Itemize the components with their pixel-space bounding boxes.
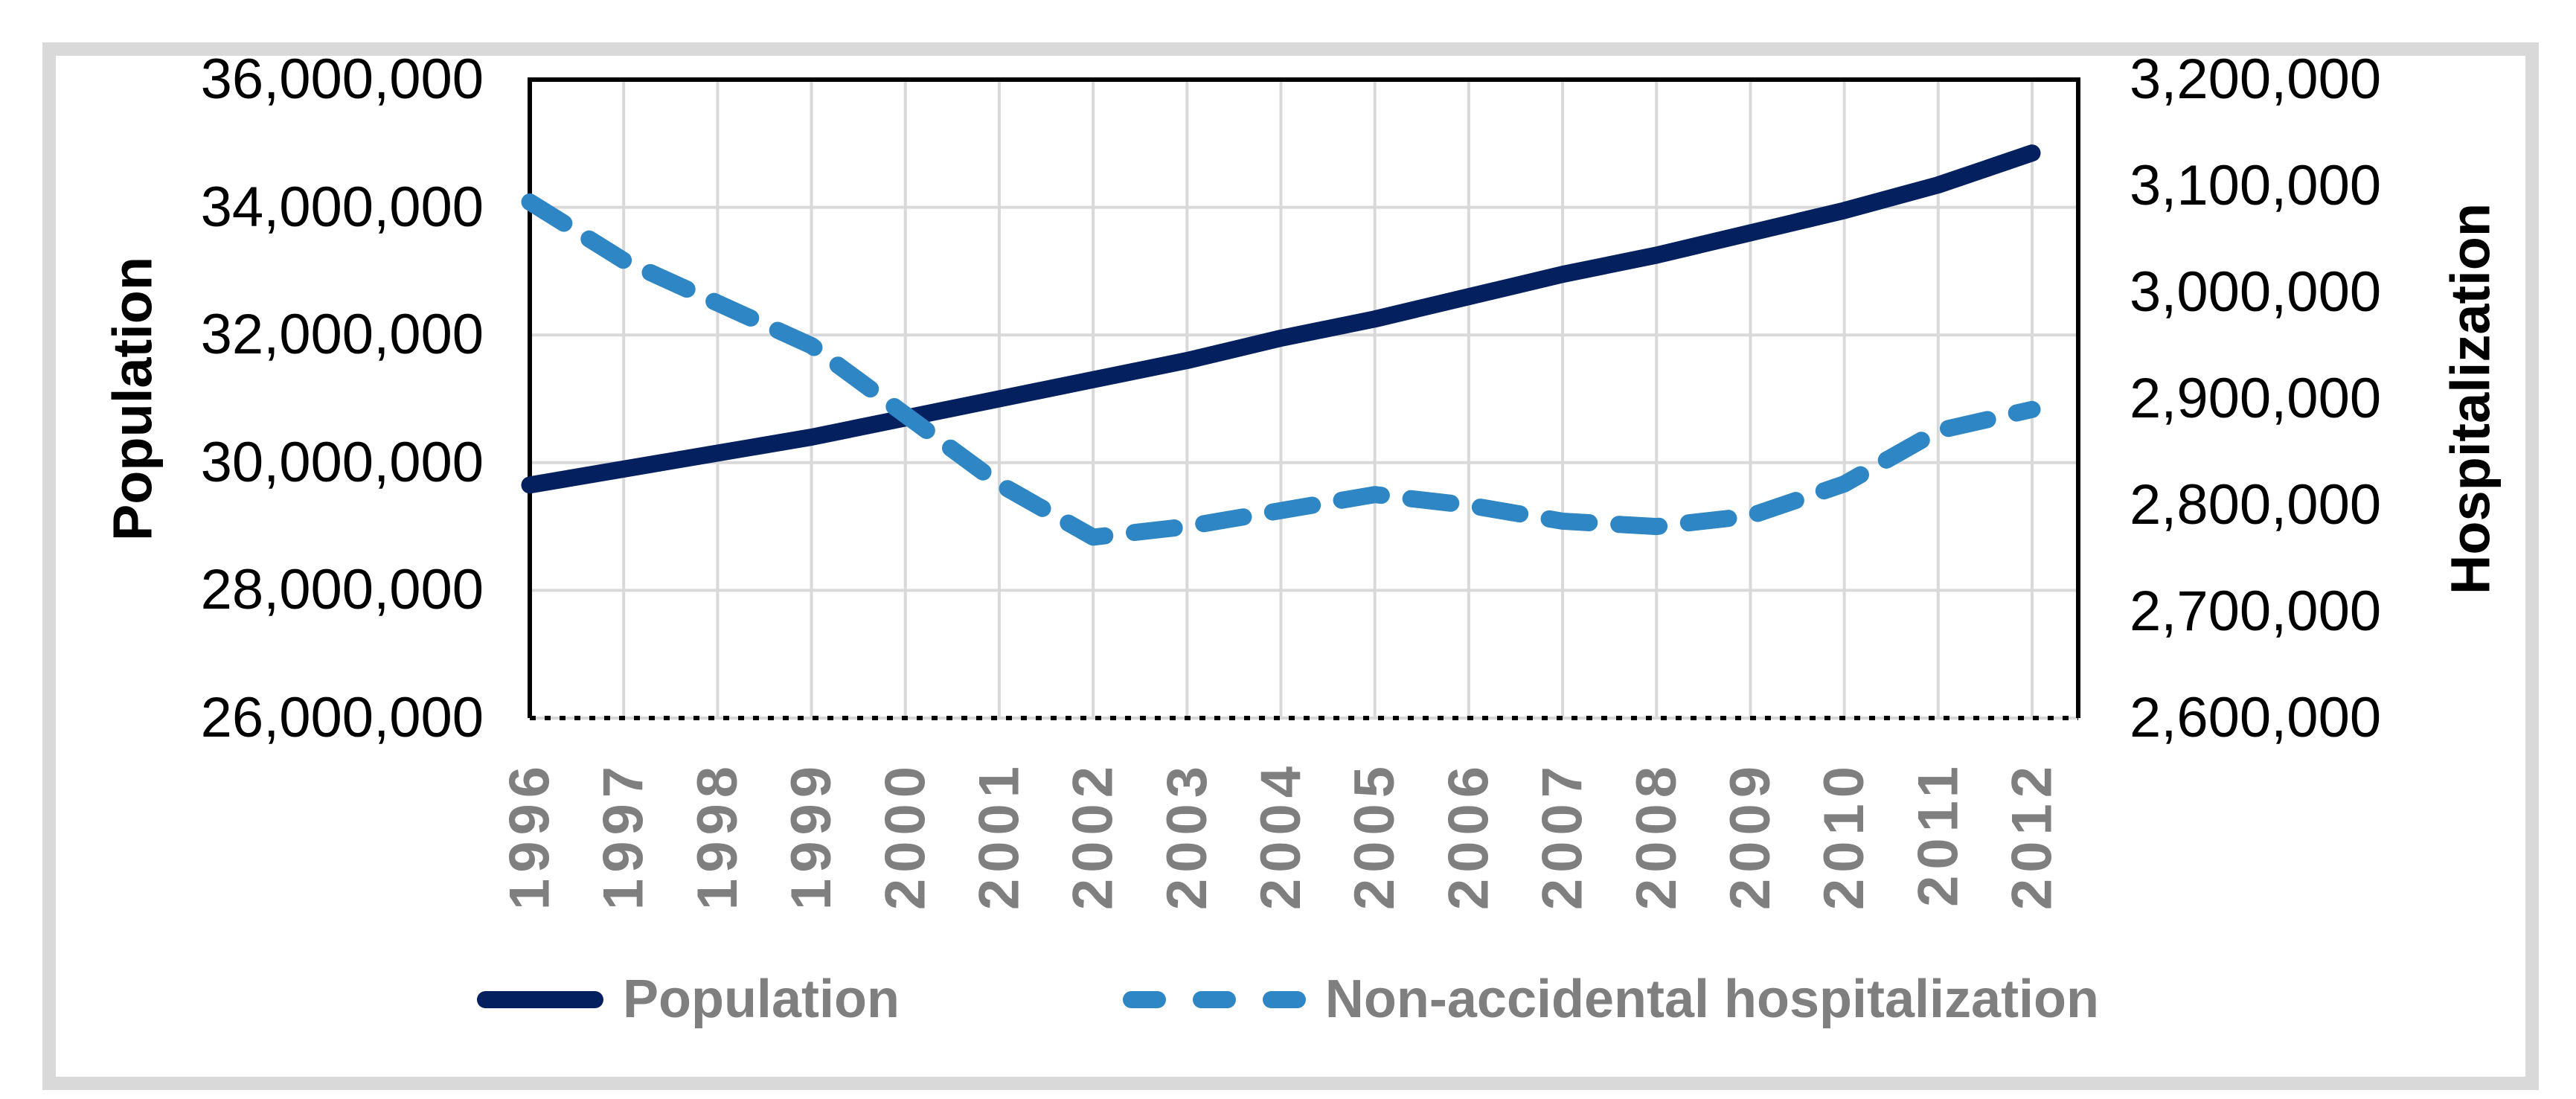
- left-axis-tick-label: 34,000,000: [200, 175, 484, 239]
- right-axis-tick-label: 3,200,000: [2130, 48, 2382, 111]
- right-axis-tick-labels: 3,200,000 3,100,000 3,000,000 2,900,000 2,80…: [2130, 0, 2516, 1099]
- x-tick-label: 2005: [1343, 760, 1406, 910]
- x-tick-label: 2010: [1813, 760, 1876, 910]
- x-tick-label: 2012: [2001, 760, 2064, 910]
- x-tick-label: 2009: [1719, 760, 1782, 910]
- left-axis-tick-label: 36,000,000: [200, 48, 484, 111]
- legend: Population Non-accidental hospitalizatio…: [476, 969, 2100, 1030]
- left-axis-tick-label: 32,000,000: [200, 303, 484, 367]
- left-axis-tick-labels: 36,000,000 34,000,000 32,000,000 30,000,000…: [167, 0, 484, 1099]
- right-axis-tick-label: 3,100,000: [2130, 154, 2382, 217]
- x-tick-label: 2008: [1625, 760, 1688, 910]
- x-tick-label: 2000: [874, 760, 937, 910]
- left-axis-tick-label: 30,000,000: [200, 430, 484, 494]
- legend-label-population: Population: [622, 970, 900, 1029]
- x-tick-label: 2004: [1249, 760, 1313, 910]
- gridlines: [528, 78, 2078, 720]
- right-axis-title: Hospitalization: [2439, 202, 2502, 595]
- x-tick-label: 2007: [1531, 760, 1595, 910]
- legend-label-hospitalization: Non-accidental hospitalization: [1324, 970, 2100, 1029]
- x-tick-label: 2011: [1906, 760, 1970, 907]
- right-axis-tick-label: 2,600,000: [2130, 686, 2382, 749]
- x-tick-label: 2001: [967, 760, 1031, 910]
- x-tick-label: 2003: [1156, 760, 1219, 910]
- x-tick-label: 2002: [1062, 760, 1125, 910]
- right-axis-tick-label: 3,000,000: [2130, 260, 2382, 324]
- right-axis-tick-label: 2,800,000: [2130, 473, 2382, 536]
- x-tick-label: 1997: [592, 760, 656, 910]
- x-tick-label: 1998: [686, 760, 749, 910]
- legend-entry-hospitalization: Non-accidental hospitalization: [1122, 969, 2100, 1030]
- x-tick-label: 1996: [499, 760, 562, 910]
- hospitalization-line-swatch: [1122, 990, 1306, 1008]
- left-axis-tick-label: 26,000,000: [200, 686, 484, 749]
- x-tick-label: 1999: [780, 760, 843, 910]
- plot-border: [528, 77, 2080, 718]
- legend-entry-population: Population: [476, 969, 900, 1030]
- left-axis-title: Population: [101, 256, 164, 542]
- x-tick-label: 2006: [1437, 760, 1500, 910]
- population-line-swatch: [476, 990, 603, 1008]
- x-axis-tick-labels-svg: 1996 1997 1998 1999 2000 2001 2002 2003 2004 2005…: [499, 760, 2064, 910]
- right-axis-tick-label: 2,700,000: [2130, 580, 2382, 643]
- hospitalization-line: [521, 193, 2041, 546]
- population-line: [521, 144, 2041, 494]
- left-axis-tick-label: 28,000,000: [200, 558, 484, 622]
- right-axis-tick-label: 2,900,000: [2130, 367, 2382, 430]
